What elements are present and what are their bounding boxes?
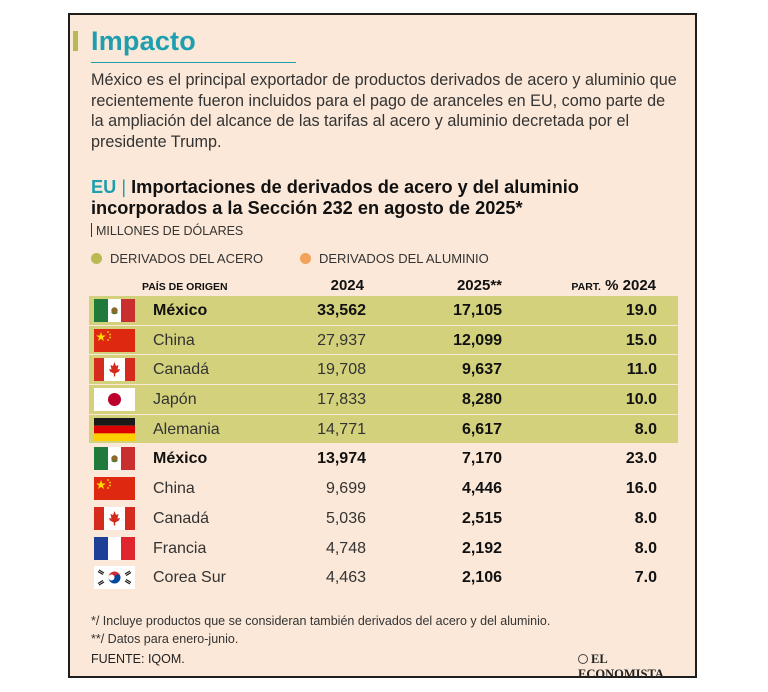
part-cell: 8.0	[634, 509, 657, 527]
canada-flag-icon	[94, 506, 135, 530]
imports-table: México 33,562 17,105 19.0 China 27,937 12,099 1…	[89, 296, 678, 593]
value-2025-cell: 9,637	[461, 361, 502, 379]
table-row: México 33,562 17,105 19.0	[89, 296, 678, 326]
china-flag-icon	[94, 477, 135, 501]
intro-text: México es el principal exportador de pro…	[91, 71, 677, 151]
units-label: MILLONES DE DÓLARES	[91, 223, 243, 238]
value-2024-cell: 17,833	[317, 391, 366, 409]
country-cell: Alemania	[153, 420, 220, 438]
header-part: PART. % 2024	[530, 277, 656, 294]
table-title-text: Importaciones de derivados de acero y de…	[91, 177, 579, 218]
south-korea-flag-icon	[94, 566, 135, 590]
value-2025-cell: 2,192	[461, 539, 502, 557]
header-country: PAÍS DE ORIGEN	[142, 281, 228, 293]
footnotes: */ Incluye productos que se consideran t…	[91, 612, 550, 648]
header-2025: 2025**	[456, 277, 502, 294]
part-cell: 7.0	[634, 569, 657, 587]
title-accent-bar	[73, 31, 78, 51]
table-row: Francia 4,748 2,192 8.0	[89, 534, 678, 564]
table-title: EU | Importaciones de derivados de acero…	[91, 177, 691, 219]
table-row: China 9,699 4,446 16.0	[89, 474, 678, 504]
units-text: MILLONES DE DÓLARES	[96, 224, 244, 238]
table-row: México 13,974 7,170 23.0	[89, 444, 678, 475]
table-row: Canadá 19,708 9,637 11.0	[89, 355, 678, 386]
value-2025-cell: 6,617	[461, 420, 502, 438]
value-2024-cell: 4,748	[325, 539, 366, 557]
part-cell: 11.0	[626, 361, 657, 379]
mexico-flag-icon	[94, 447, 135, 471]
part-cell: 8.0	[634, 539, 657, 557]
header-part-main: % 2024	[605, 277, 656, 294]
country-cell: México	[153, 450, 208, 468]
value-2024-cell: 5,036	[325, 509, 366, 527]
japan-flag-icon	[94, 388, 135, 412]
legend-acero: DERIVADOS DEL ACERO	[91, 251, 263, 266]
value-2024-cell: 33,562	[317, 302, 366, 319]
value-2024-cell: 9,699	[325, 480, 366, 498]
value-2025-cell: 12,099	[453, 331, 502, 349]
china-flag-icon	[94, 328, 135, 352]
header-part-small: PART.	[571, 281, 601, 293]
value-2024-cell: 27,937	[317, 331, 366, 349]
el-economista-logo: EL ECONOMISTA	[578, 652, 695, 682]
table-row: China 27,937 12,099 15.0	[89, 325, 678, 356]
table-row: Corea Sur 4,463 2,106 7.0	[89, 563, 678, 593]
logo-mark-icon	[578, 654, 588, 664]
germany-flag-icon	[94, 417, 135, 441]
value-2024-cell: 4,463	[325, 569, 366, 587]
value-2025-cell: 2,106	[461, 569, 502, 587]
header-2024: 2024	[330, 277, 364, 294]
country-cell: México	[153, 302, 208, 319]
part-cell: 15.0	[625, 331, 657, 349]
value-2024-cell: 13,974	[317, 450, 366, 468]
legend-acero-label: DERIVADOS DEL ACERO	[110, 251, 264, 266]
units-bar	[91, 223, 92, 237]
legend-aluminio-dot	[300, 253, 311, 264]
value-2025-cell: 7,170	[461, 450, 502, 468]
table-row: Canadá 5,036 2,515 8.0	[89, 504, 678, 534]
country-cell: Corea Sur	[153, 569, 226, 587]
table-row: Alemania 14,771 6,617 8.0	[89, 414, 678, 445]
country-cell: China	[153, 331, 195, 349]
country-cell: Francia	[153, 539, 207, 557]
logo-text: EL ECONOMISTA	[578, 652, 664, 681]
value-2025-cell: 2,515	[461, 509, 502, 527]
footnote: */ Incluye productos que se consideran t…	[91, 614, 551, 628]
france-flag-icon	[94, 536, 135, 560]
canada-flag-icon	[94, 358, 135, 382]
source-label: FUENTE: IQOM.	[91, 652, 185, 666]
table-row: Japón 17,833 8,280 10.0	[89, 385, 678, 415]
value-2025-cell: 17,105	[453, 302, 502, 319]
table-title-separator: |	[121, 177, 127, 197]
title-underline	[91, 62, 296, 63]
country-cell: Canadá	[153, 361, 210, 379]
value-2024-cell: 19,708	[317, 361, 366, 379]
country-cell: China	[153, 480, 195, 498]
legend-aluminio-label: DERIVADOS DEL ALUMINIO	[319, 251, 489, 266]
mexico-flag-icon	[94, 299, 135, 322]
country-cell: Canadá	[153, 509, 210, 527]
part-cell: 19.0	[625, 302, 657, 319]
part-cell: 16.0	[625, 480, 657, 498]
legend-acero-dot	[91, 253, 102, 264]
part-cell: 10.0	[625, 391, 657, 409]
value-2024-cell: 14,771	[317, 420, 366, 438]
part-cell: 23.0	[625, 450, 657, 468]
value-2025-cell: 8,280	[461, 391, 502, 409]
value-2025-cell: 4,446	[461, 480, 502, 498]
infographic-card: Impacto México es el principal exportado…	[68, 13, 697, 681]
footnote: **/ Datos para enero-junio.	[91, 632, 239, 646]
country-cell: Japón	[153, 391, 197, 409]
part-cell: 8.0	[634, 420, 657, 438]
page-title: Impacto	[91, 26, 196, 56]
legend-aluminio: DERIVADOS DEL ALUMINIO	[300, 251, 489, 266]
table-title-prefix: EU	[91, 177, 117, 197]
